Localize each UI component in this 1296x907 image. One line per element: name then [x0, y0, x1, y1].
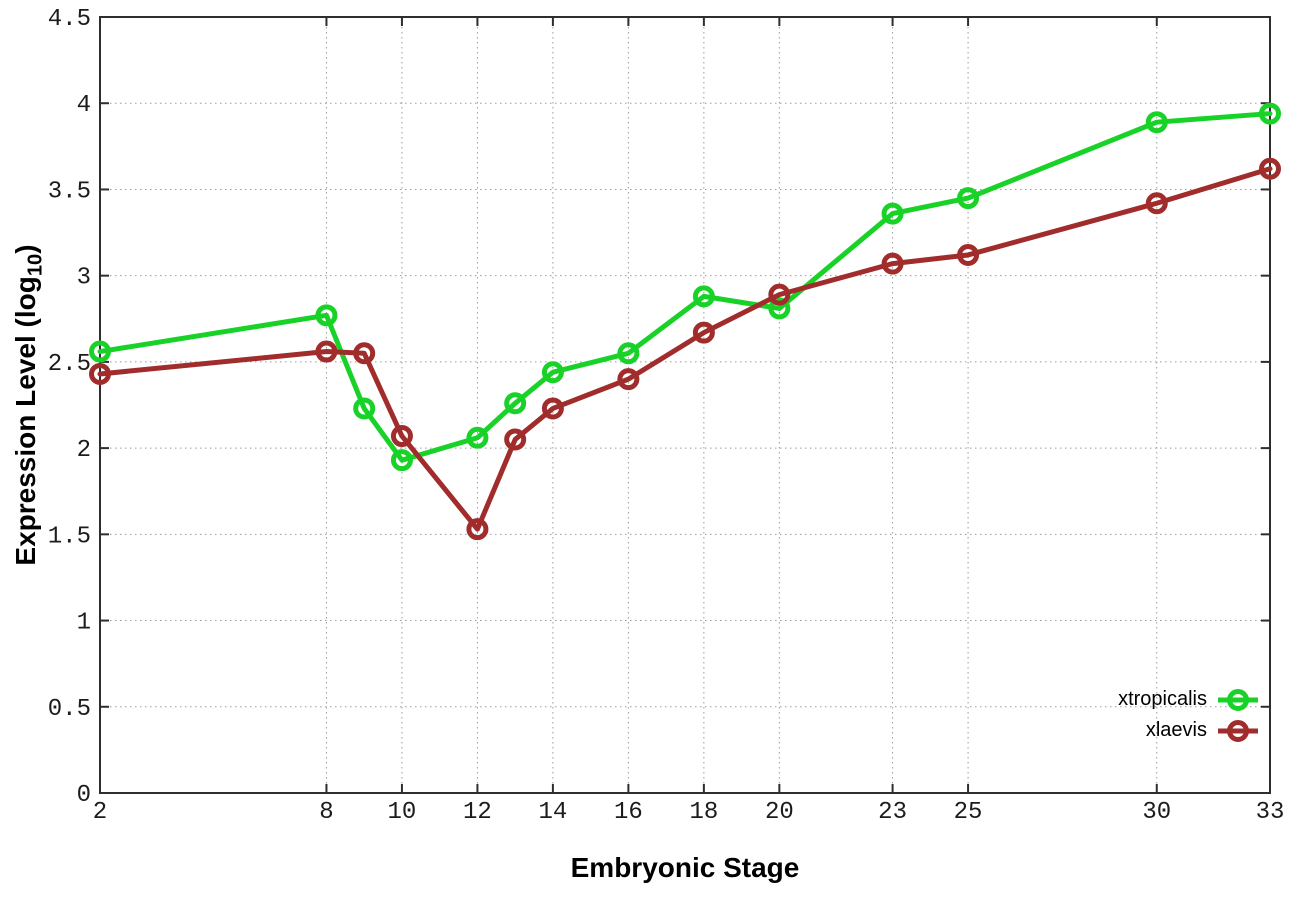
- xlaevis-line-marker-icon: [1218, 719, 1258, 742]
- xlaevis-point: [315, 340, 338, 363]
- x-tick-label: 25: [954, 799, 983, 826]
- x-tick-label: 14: [538, 799, 567, 826]
- legend-label-xtropicalis: xtropicalis: [1118, 688, 1207, 710]
- x-tick-label: 2: [93, 799, 107, 826]
- xlaevis-point: [768, 283, 791, 306]
- xtropicalis-point: [1259, 102, 1281, 125]
- xtropicalis-point: [617, 342, 640, 365]
- xtropicalis-point: [315, 304, 338, 327]
- xlaevis-point: [1145, 192, 1168, 215]
- xtropicalis-point: [504, 392, 527, 415]
- xtropicalis-line-marker-icon: [1218, 688, 1258, 711]
- xtropicalis-point: [768, 297, 791, 320]
- y-axis-title-subscript: 10: [24, 253, 47, 277]
- y-tick-label: 3.5: [48, 178, 91, 205]
- y-axis-title-text: Expression Level (log: [10, 276, 41, 566]
- xtropicalis-point: [466, 426, 489, 449]
- xlaevis-point: [89, 362, 111, 385]
- y-tick-label: 0.5: [48, 696, 91, 723]
- xlaevis-point: [957, 243, 980, 266]
- legend-item-xtropicalis: xtropicalis: [1118, 684, 1258, 715]
- x-tick-label: 16: [614, 799, 643, 826]
- x-tick-label: 10: [388, 799, 417, 826]
- series-xlaevis: [89, 157, 1281, 541]
- y-tick-label: 1: [77, 610, 91, 637]
- x-tick-label: 20: [765, 799, 794, 826]
- axis-ticks: [100, 17, 1270, 793]
- y-tick-label: 4: [77, 92, 91, 119]
- x-axis-title: Embryonic Stage: [570, 852, 800, 883]
- xlaevis-point: [390, 425, 413, 448]
- xtropicalis-point: [1145, 111, 1168, 134]
- xlaevis-point: [881, 252, 904, 275]
- xtropicalis-point: [89, 340, 111, 363]
- xtropicalis-point: [692, 285, 715, 308]
- series-xtropicalis: [89, 102, 1281, 472]
- y-axis-title: Expression Level (log10): [10, 244, 48, 565]
- x-tick-labels: 2 8 10 12 14 16 18 20 23 25 30 33: [93, 799, 1285, 826]
- xtropicalis-point: [957, 187, 980, 210]
- y-tick-label: 2.5: [48, 351, 91, 378]
- y-tick-labels: 0 0.5 1 1.5 2 2.5 3 3.5 4 4.5: [48, 6, 91, 809]
- legend-item-xlaevis: xlaevis: [1118, 715, 1258, 746]
- xlaevis-point: [692, 321, 715, 344]
- y-tick-label: 2: [77, 437, 91, 464]
- y-tick-label: 1.5: [48, 523, 91, 550]
- legend: xtropicalis xlaevis: [1118, 684, 1258, 746]
- plot-border: [99, 16, 1271, 794]
- xlaevis-point: [617, 368, 640, 391]
- x-tick-label: 12: [463, 799, 492, 826]
- xlaevis-point: [541, 397, 564, 420]
- xlaevis-point: [353, 342, 376, 365]
- gridlines: [100, 17, 1270, 793]
- x-tick-label: 8: [319, 799, 333, 826]
- x-tick-label: 30: [1142, 799, 1171, 826]
- x-tick-label: 33: [1256, 799, 1285, 826]
- xtropicalis-point: [541, 361, 564, 384]
- legend-label-xlaevis: xlaevis: [1145, 719, 1207, 741]
- xtropicalis-line: [97, 111, 1273, 463]
- y-tick-label: 3: [77, 265, 91, 292]
- xlaevis-point: [466, 518, 489, 541]
- y-tick-label: 4.5: [48, 6, 91, 33]
- y-tick-label: 0: [77, 782, 91, 809]
- xtropicalis-point: [390, 449, 413, 472]
- x-tick-label: 18: [689, 799, 718, 826]
- xlaevis-point: [1259, 157, 1281, 180]
- xlaevis-line: [97, 166, 1273, 532]
- y-axis-title-suffix: ): [10, 244, 41, 254]
- xtropicalis-point: [881, 202, 904, 225]
- xlaevis-point: [504, 428, 527, 451]
- xtropicalis-point: [353, 397, 376, 420]
- x-tick-label: 23: [878, 799, 907, 826]
